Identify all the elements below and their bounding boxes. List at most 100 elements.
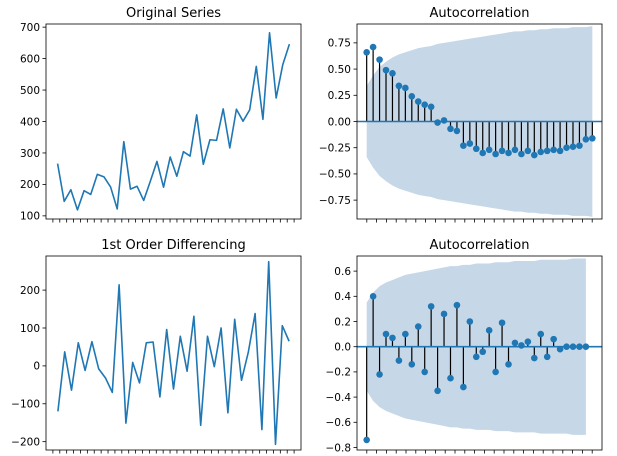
- autocorrelation-bottom-marker: [563, 343, 570, 351]
- autocorrelation-bottom-marker: [550, 335, 557, 343]
- autocorrelation-bottom-marker: [479, 348, 487, 356]
- autocorrelation-top-y-tick-label: −0.25: [319, 143, 351, 155]
- autocorrelation-bottom-marker: [505, 361, 512, 368]
- autocorrelation-bottom-y-tick-label: −0.6: [326, 417, 352, 429]
- differencing-line: [57, 260, 290, 446]
- differencing-y-tick-label: 200: [20, 285, 40, 297]
- autocorrelation-bottom-marker: [376, 371, 383, 378]
- autocorrelation-top-y-tick-label: 0.25: [328, 90, 351, 102]
- original-series-y-tick-label: 300: [20, 148, 40, 160]
- original-series-y-tick-label: 400: [20, 116, 40, 128]
- autocorrelation-top-marker: [382, 66, 390, 74]
- autocorrelation-top-marker: [492, 150, 499, 158]
- autocorrelation-top-marker: [524, 147, 532, 155]
- autocorrelation-top-marker: [576, 142, 583, 149]
- autocorrelation-top-marker: [531, 151, 538, 159]
- original-series-y-tick-label: 600: [20, 53, 40, 65]
- autocorrelation-bottom-marker: [492, 368, 499, 376]
- autocorrelation-bottom-marker: [531, 354, 538, 362]
- autocorrelation-top-y-tick-label: 0.00: [328, 116, 351, 128]
- autocorrelation-top-marker: [498, 147, 506, 155]
- autocorrelation-bottom-marker: [556, 345, 564, 353]
- differencing-panel: 1st Order Differencing −200 −100 0 100 200: [11, 238, 302, 454]
- differencing-y-tick-label: −200: [11, 436, 40, 448]
- autocorrelation-bottom-marker: [440, 310, 448, 318]
- original-series-title: Original Series: [126, 6, 221, 21]
- autocorrelation-bottom-marker: [408, 361, 416, 368]
- autocorrelation-top-marker: [518, 150, 525, 158]
- autocorrelation-bottom-marker: [382, 330, 390, 338]
- autocorrelation-top-marker: [376, 56, 383, 63]
- original-series-y-tick-label: 700: [20, 22, 40, 34]
- autocorrelation-bottom-title: Autocorrelation: [430, 238, 530, 253]
- autocorrelation-bottom-marker: [524, 338, 532, 345]
- autocorrelation-bottom-marker: [498, 319, 506, 327]
- autocorrelation-top-marker: [402, 84, 409, 92]
- autocorrelation-bottom-marker: [472, 353, 480, 361]
- autocorrelation-bottom-y-tick-label: −0.2: [326, 367, 352, 379]
- autocorrelation-bottom-y-tick-label: −0.8: [326, 442, 352, 454]
- autocorrelation-top-marker: [466, 140, 474, 147]
- autocorrelation-bottom-marker: [569, 343, 577, 351]
- differencing-y-tick-label: 0: [33, 361, 40, 373]
- autocorrelation-top-marker: [543, 147, 551, 155]
- autocorrelation-top-marker: [395, 82, 403, 90]
- autocorrelation-top-y-tick-label: 0.75: [328, 38, 351, 50]
- original-series-plot: [56, 32, 291, 211]
- autocorrelation-bottom-marker: [369, 293, 377, 300]
- autocorrelation-top-marker: [421, 101, 428, 109]
- original-series-line: [56, 32, 291, 211]
- autocorrelation-bottom-marker: [518, 342, 525, 349]
- autocorrelation-top-y-tick-label: 0.50: [328, 64, 351, 76]
- autocorrelation-top-marker: [479, 149, 487, 157]
- autocorrelation-bottom-y-tick-label: −0.4: [326, 392, 352, 404]
- differencing-plot: [57, 260, 290, 446]
- autocorrelation-bottom-marker: [363, 436, 370, 444]
- autocorrelation-top-marker: [389, 69, 396, 77]
- autocorrelation-top-marker: [472, 145, 480, 153]
- autocorrelation-bottom-panel: Autocorrelation −0.8 −0.6 −0.4 −0.2 0.0 0.2 0.…: [326, 238, 603, 454]
- autocorrelation-top-marker: [485, 146, 493, 154]
- original-series-y-tick-label: 200: [20, 179, 40, 191]
- autocorrelation-top-marker: [363, 49, 370, 56]
- autocorrelation-top-marker: [369, 43, 377, 51]
- autocorrelation-bottom-marker: [421, 368, 428, 376]
- autocorrelation-bottom-marker: [395, 357, 403, 364]
- autocorrelation-bottom-marker: [511, 339, 519, 347]
- autocorrelation-top-marker: [537, 148, 545, 156]
- differencing-axes-frame: [45, 255, 302, 451]
- autocorrelation-top-marker: [556, 147, 564, 155]
- autocorrelation-bottom-y-tick-label: 0.2: [334, 316, 351, 328]
- autocorrelation-bottom-marker: [434, 387, 441, 395]
- autocorrelation-bottom-marker: [460, 383, 467, 391]
- original-series-y-tick-label: 500: [20, 85, 40, 97]
- autocorrelation-bottom-marker: [582, 343, 590, 351]
- autocorrelation-top-marker: [569, 143, 577, 150]
- autocorrelation-bottom-y-tick-label: 0.4: [334, 291, 351, 303]
- original-series-y-tick-label: 100: [20, 211, 40, 223]
- autocorrelation-bottom-marker: [447, 374, 454, 382]
- autocorrelation-bottom-plot: [357, 258, 602, 444]
- autocorrelation-bottom-marker: [537, 330, 545, 338]
- differencing-y-tick-label: −100: [11, 399, 40, 411]
- autocorrelation-top-marker: [563, 144, 570, 152]
- autocorrelation-top-y-tick-label: −0.50: [319, 169, 351, 181]
- autocorrelation-top-title: Autocorrelation: [430, 6, 530, 21]
- differencing-y-tick-label: 100: [20, 323, 40, 335]
- autocorrelation-bottom-y-tick-label: 0.0: [334, 342, 351, 354]
- autocorrelation-top-marker: [414, 98, 422, 105]
- autocorrelation-bottom-marker: [485, 327, 493, 334]
- autocorrelation-top-marker: [460, 142, 467, 149]
- autocorrelation-bottom-marker: [543, 353, 551, 361]
- autocorrelation-top-marker: [408, 93, 416, 100]
- autocorrelation-top-marker: [447, 125, 454, 133]
- autocorrelation-top-marker: [589, 134, 596, 142]
- autocorrelation-top-marker: [440, 117, 448, 124]
- autocorrelation-bottom-marker: [414, 323, 422, 330]
- autocorrelation-top-panel: Autocorrelation −0.75 −0.50 −0.25 0.00 0.25 0…: [319, 6, 603, 223]
- autocorrelation-bottom-marker: [389, 334, 396, 342]
- autocorrelation-top-plot: [357, 26, 602, 217]
- autocorrelation-bottom-marker: [427, 303, 435, 310]
- autocorrelation-top-marker: [582, 136, 590, 143]
